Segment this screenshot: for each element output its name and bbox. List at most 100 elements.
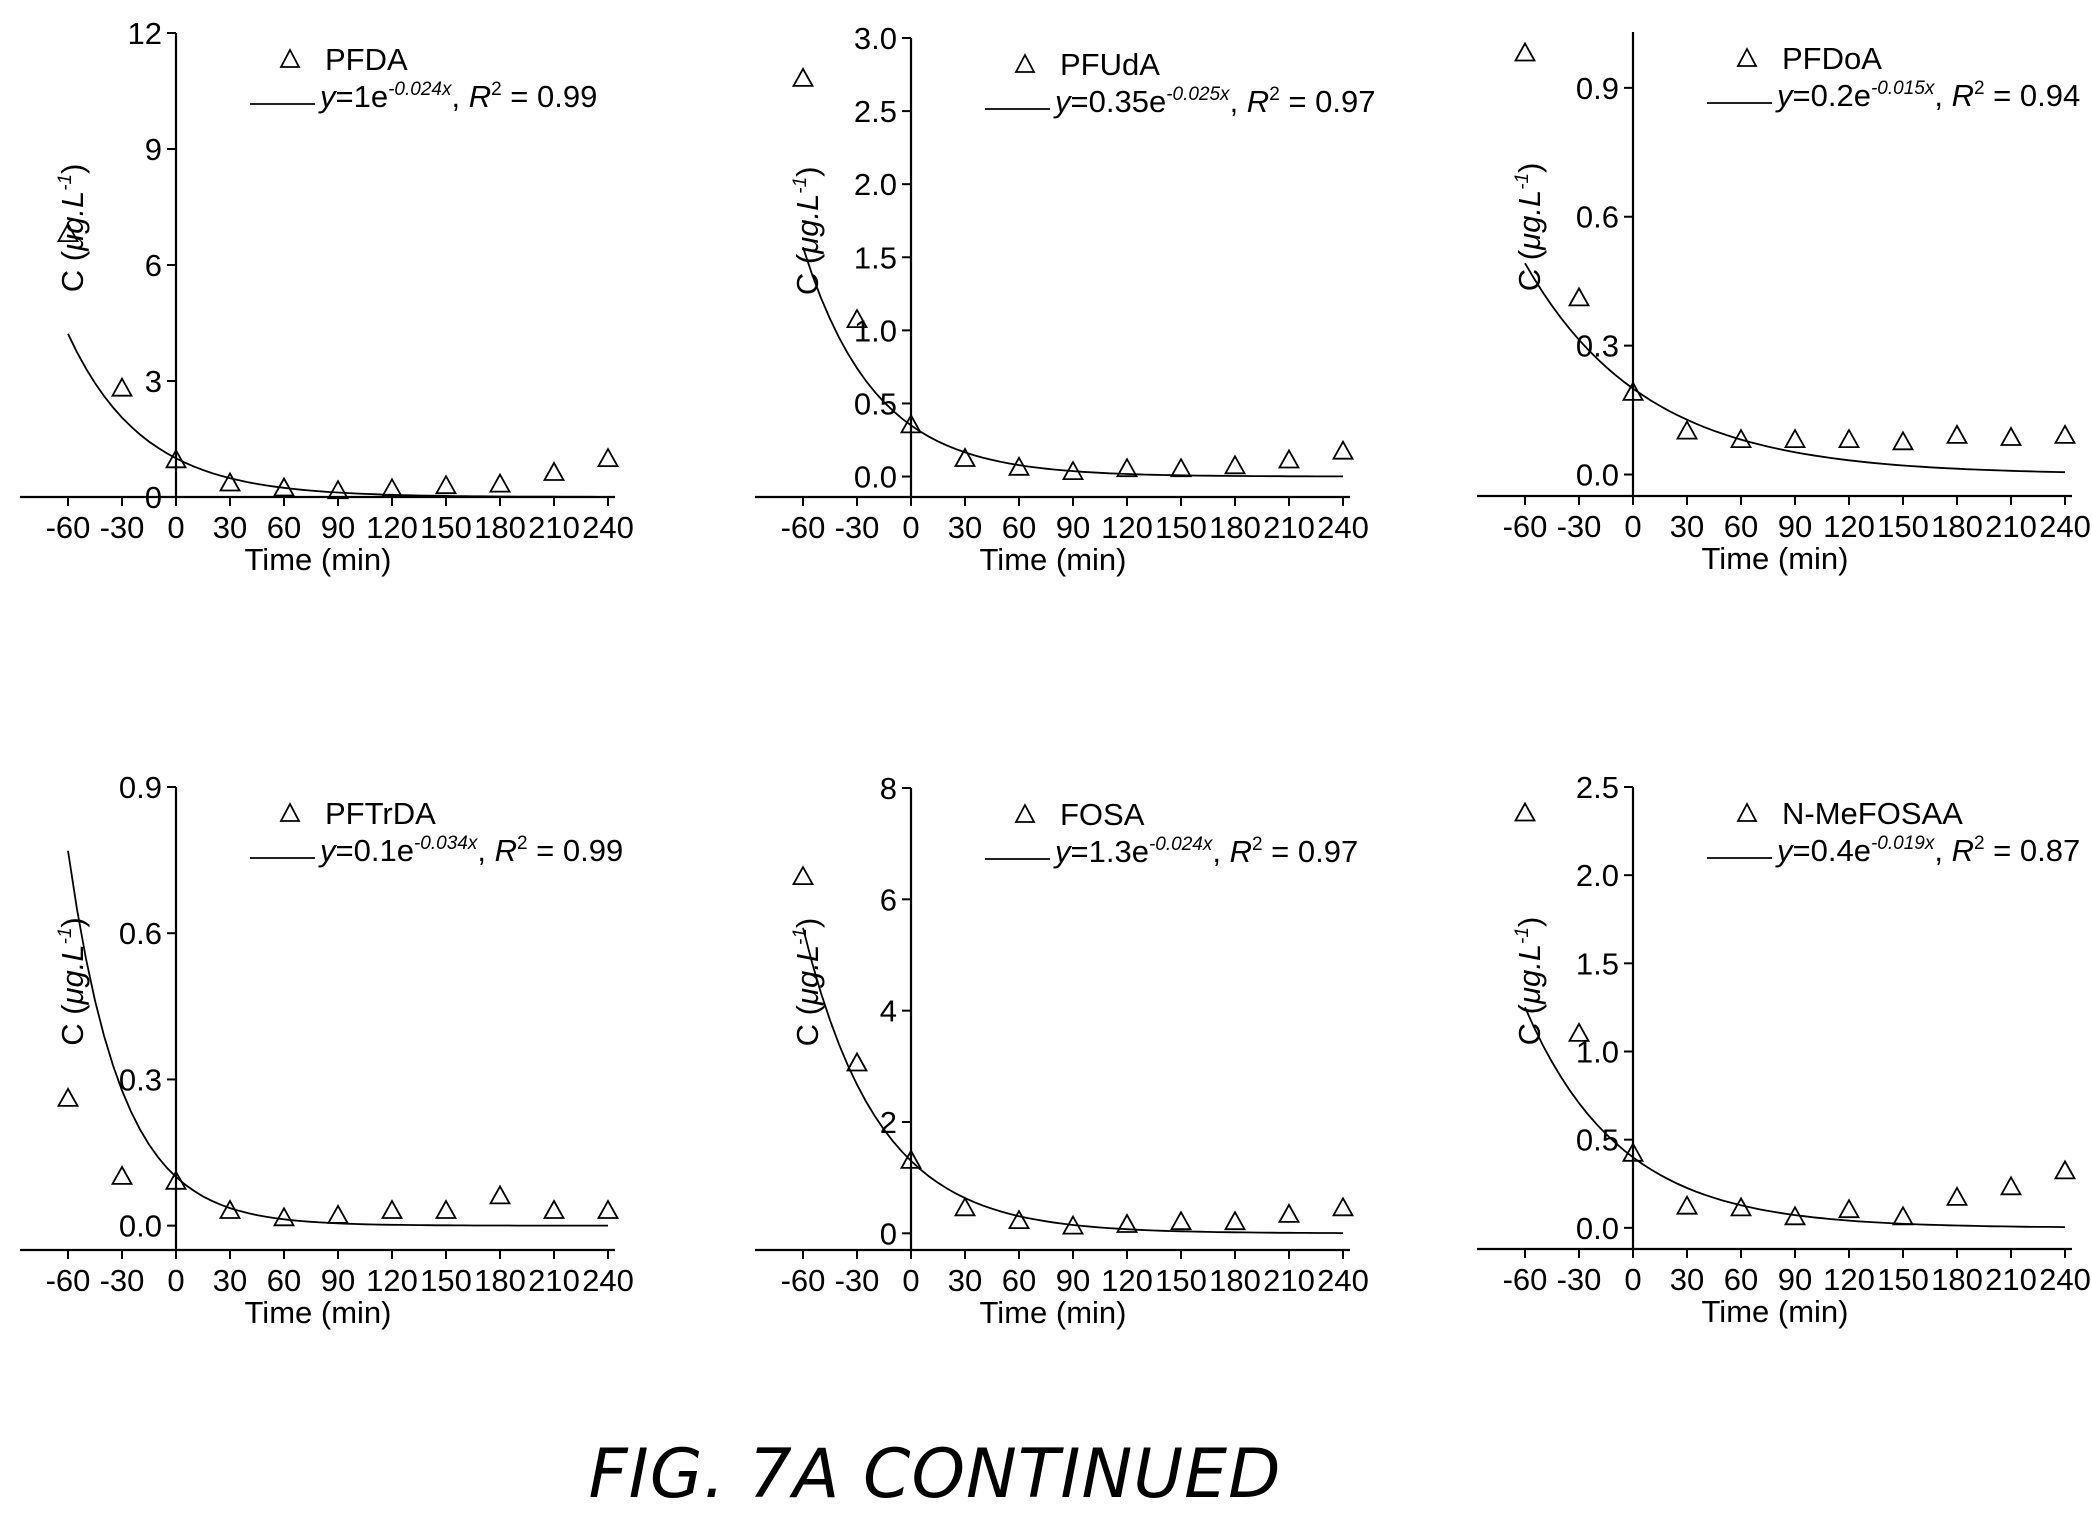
data-point-triangle xyxy=(1999,426,2023,446)
x-tick-label: -30 xyxy=(100,1263,145,1298)
data-point-triangle xyxy=(1945,1186,1969,1206)
x-tick-label: 60 xyxy=(267,1263,301,1298)
data-point-triangle xyxy=(1675,1194,1699,1215)
data-point-triangle xyxy=(488,1184,512,1205)
data-point-triangle xyxy=(110,376,134,397)
x-tick-label: 180 xyxy=(474,1263,526,1298)
data-point-triangle xyxy=(542,461,566,481)
data-point-triangle xyxy=(1675,419,1699,440)
data-point-triangle xyxy=(1783,1205,1807,1226)
data-point-triangle xyxy=(791,67,815,87)
y-axis-title: C (μg.L-1) xyxy=(790,918,825,1047)
x-tick-label: 90 xyxy=(321,510,355,545)
x-tick-label: 180 xyxy=(1209,510,1261,545)
chart-panel-pfuda: -60 -30 0 30 60 90 120 150 180 210 2400.00.51.01.5… xyxy=(755,21,1375,577)
y-tick-label: 0.9 xyxy=(119,770,162,805)
y-tick-label: 1.0 xyxy=(854,313,897,348)
data-point-triangle xyxy=(1837,1198,1861,1219)
y-tick-label: 0.0 xyxy=(854,460,897,495)
fit-line xyxy=(1524,1006,2066,1228)
data-point-triangle xyxy=(56,222,80,243)
y-tick-label: 1.5 xyxy=(1576,946,1619,981)
x-tick-label: 0 xyxy=(902,1263,919,1298)
x-tick-label: -30 xyxy=(100,510,145,545)
y-tick-label: 2.0 xyxy=(1576,858,1619,893)
data-point-triangle xyxy=(542,1199,566,1219)
data-point-triangle xyxy=(1169,457,1193,478)
data-point-triangle xyxy=(1007,1209,1031,1229)
legend-series-name: PFDA xyxy=(325,42,408,77)
x-tick-label: -60 xyxy=(1503,509,1548,544)
fit-equation: y=0.1e-0.034x, R2 = 0.99 xyxy=(318,833,623,868)
x-axis-title: Time (min) xyxy=(980,1295,1127,1330)
y-tick-label: 2 xyxy=(880,1105,897,1140)
data-point-triangle xyxy=(953,447,977,467)
data-point-triangle xyxy=(1331,439,1355,460)
x-tick-label: 120 xyxy=(1823,1262,1875,1297)
x-tick-label: 90 xyxy=(1056,510,1090,545)
legend-series-name: PFDoA xyxy=(1782,41,1882,76)
fit-equation: y=1e-0.024x, R2 = 0.99 xyxy=(318,79,597,114)
y-tick-label: 9 xyxy=(145,132,162,167)
data-point-triangle xyxy=(1891,430,1915,451)
fit-line xyxy=(1524,262,2066,474)
legend-series-name: N-MeFOSAA xyxy=(1782,796,1963,831)
fit-line xyxy=(802,927,1344,1234)
x-tick-label: -60 xyxy=(46,510,91,545)
x-tick-label: 60 xyxy=(1002,1263,1036,1298)
data-point-triangle xyxy=(1331,1196,1355,1217)
y-tick-label: 0.3 xyxy=(119,1062,162,1097)
x-tick-label: -60 xyxy=(781,510,826,545)
x-tick-label: 240 xyxy=(1317,1263,1369,1298)
data-point-triangle xyxy=(1513,41,1537,62)
x-tick-label: 30 xyxy=(948,510,982,545)
data-point-triangle xyxy=(326,479,350,500)
x-tick-label: 180 xyxy=(1209,1263,1261,1298)
y-tick-label: 0.0 xyxy=(1576,458,1619,493)
x-tick-label: 60 xyxy=(1002,510,1036,545)
x-tick-label: -30 xyxy=(1557,509,1602,544)
legend-series-name: PFTrDA xyxy=(325,796,436,831)
legend-triangle-marker xyxy=(279,802,301,822)
y-tick-label: 0 xyxy=(145,480,162,515)
x-tick-label: 150 xyxy=(420,510,472,545)
data-point-triangle xyxy=(380,1199,404,1219)
legend-triangle-marker xyxy=(279,48,301,68)
y-tick-label: 2.0 xyxy=(854,167,897,202)
data-point-triangle xyxy=(845,308,869,329)
fit-equation: y=0.2e-0.015x, R2 = 0.94 xyxy=(1775,78,2080,113)
y-tick-label: 0 xyxy=(880,1216,897,1251)
legend-series-name: PFUdA xyxy=(1060,47,1160,82)
data-point-triangle xyxy=(1837,428,1861,449)
x-tick-label: 210 xyxy=(528,1263,580,1298)
x-tick-label: -30 xyxy=(835,1263,880,1298)
fit-line xyxy=(67,333,608,498)
x-tick-label: 240 xyxy=(582,1263,634,1298)
data-point-triangle xyxy=(953,1196,977,1217)
x-tick-label: 30 xyxy=(1670,509,1704,544)
fit-line xyxy=(802,246,1343,478)
x-tick-label: 120 xyxy=(1101,510,1153,545)
x-tick-label: 60 xyxy=(1724,509,1758,544)
data-point-triangle xyxy=(899,1149,923,1169)
data-point-triangle xyxy=(1061,460,1085,481)
data-point-triangle xyxy=(1277,1203,1301,1223)
data-point-triangle xyxy=(1945,424,1969,444)
y-tick-label: 0.0 xyxy=(1576,1211,1619,1246)
x-tick-label: -60 xyxy=(1503,1262,1548,1297)
y-tick-label: 2.5 xyxy=(1576,770,1619,805)
data-point-triangle xyxy=(1007,455,1031,476)
x-tick-label: 120 xyxy=(366,510,418,545)
legend-triangle-marker xyxy=(1014,803,1036,823)
x-tick-label: -30 xyxy=(1557,1262,1602,1297)
y-tick-label: 4 xyxy=(880,994,897,1029)
data-point-triangle xyxy=(56,1087,80,1107)
y-tick-label: 0.0 xyxy=(119,1209,162,1244)
y-tick-label: 0.6 xyxy=(119,916,162,951)
x-tick-label: 120 xyxy=(1101,1263,1153,1298)
x-tick-label: 120 xyxy=(1823,509,1875,544)
data-point-triangle xyxy=(488,472,512,493)
x-tick-label: 90 xyxy=(321,1263,355,1298)
